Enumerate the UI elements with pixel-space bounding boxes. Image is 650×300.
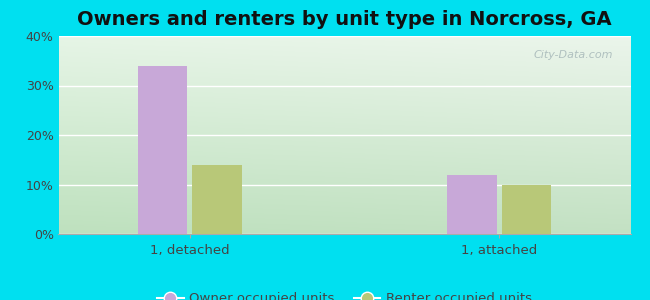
Bar <box>192 165 242 234</box>
Text: City-Data.com: City-Data.com <box>534 50 614 60</box>
Bar <box>502 184 551 234</box>
Title: Owners and renters by unit type in Norcross, GA: Owners and renters by unit type in Norcr… <box>77 10 612 29</box>
Legend: Owner occupied units, Renter occupied units: Owner occupied units, Renter occupied un… <box>152 287 537 300</box>
Bar <box>138 66 187 234</box>
Bar <box>447 175 497 234</box>
